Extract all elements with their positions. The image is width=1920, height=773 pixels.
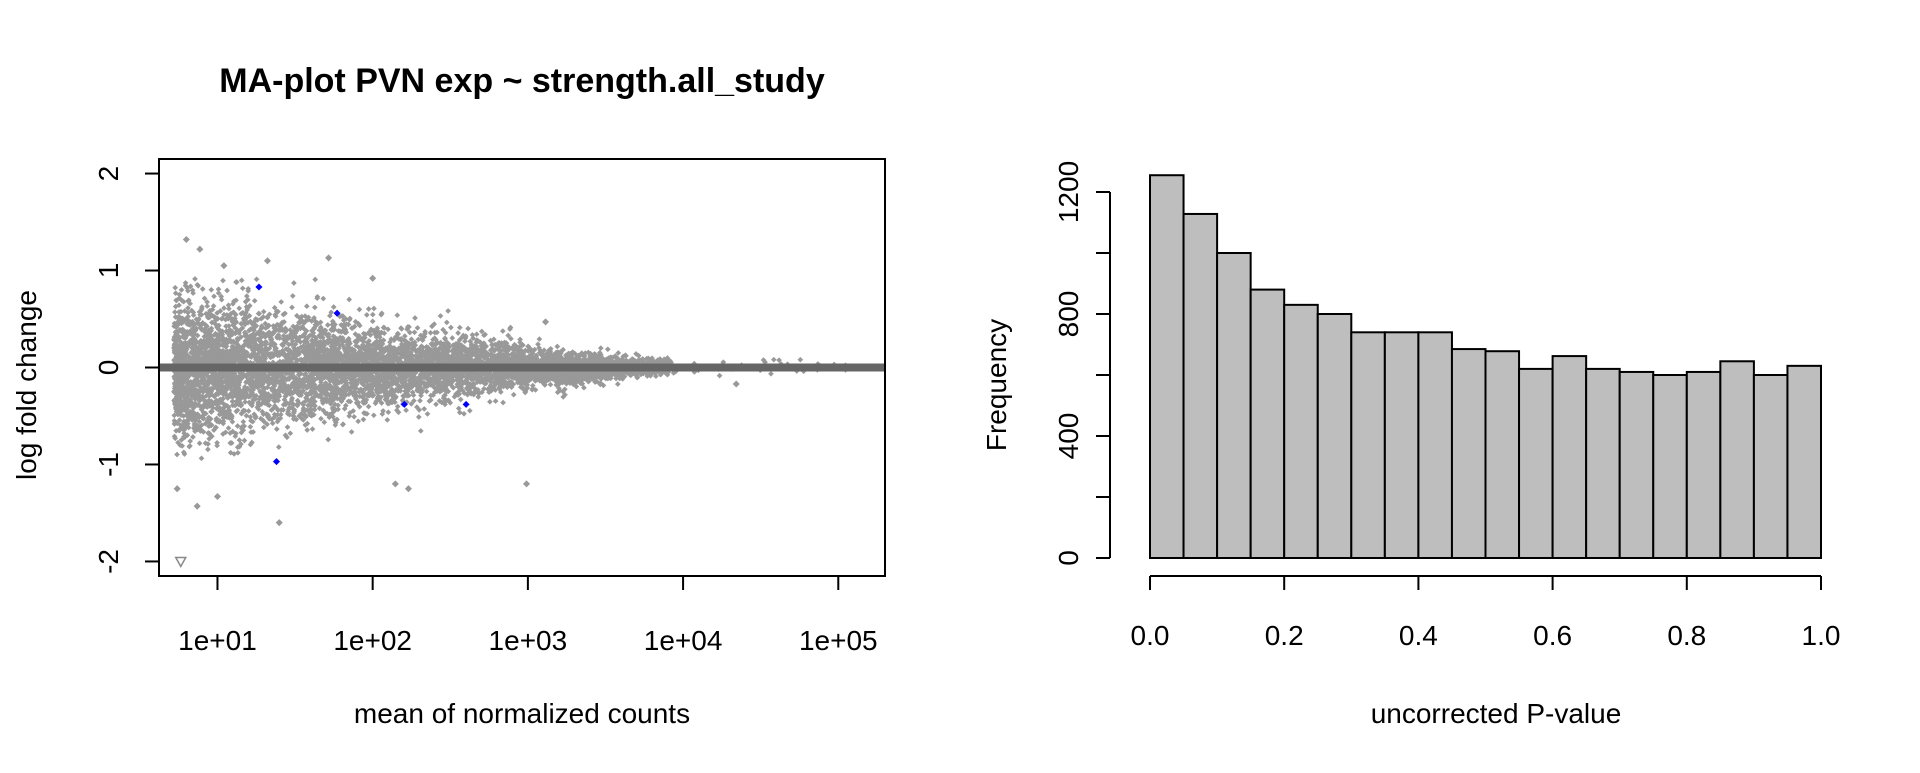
ma-point: [224, 287, 230, 294]
ma-point: [274, 418, 281, 425]
ma-point: [449, 335, 456, 341]
ma-point: [208, 286, 215, 293]
ma-point: [275, 444, 282, 450]
ma-point: [247, 423, 254, 430]
ma-point: [238, 277, 245, 284]
ma-point: [456, 409, 463, 416]
ma-point: [251, 297, 258, 304]
ma-point: [492, 398, 499, 404]
ma-point: [324, 322, 331, 328]
ma-point: [204, 303, 211, 309]
ma-point: [330, 304, 337, 310]
ma-point: [384, 417, 391, 423]
ma-point: [238, 320, 244, 327]
ma-point: [500, 399, 506, 406]
ma-point: [547, 381, 554, 388]
ma-point: [320, 295, 327, 302]
ma-point: [260, 424, 267, 431]
ma-point: [385, 409, 392, 416]
ma-point: [287, 430, 294, 437]
ma-point: [508, 335, 514, 342]
ma-point: [411, 329, 418, 336]
ma-point: [255, 310, 262, 317]
ma-point: [369, 318, 376, 325]
ma-point: [205, 446, 211, 453]
ma-point: [427, 329, 434, 336]
ma-point: [172, 284, 179, 291]
ma-point: [192, 276, 198, 282]
ma-point: [614, 381, 621, 387]
ma-point: [355, 418, 362, 425]
ma-plot-title: MA-plot PVN exp ~ strength.all_study: [219, 62, 825, 100]
ma-point: [406, 329, 413, 336]
ma-point: [289, 395, 295, 402]
ma-point: [312, 276, 319, 283]
ma-point: [431, 389, 438, 396]
ma-point: [278, 299, 285, 305]
ma-point: [360, 416, 367, 423]
ma-point: [403, 407, 409, 414]
ma-point: [311, 304, 318, 311]
ma-point: [505, 332, 512, 339]
ma-point: [487, 398, 493, 405]
ma-point: [524, 382, 531, 388]
ma-point: [517, 336, 523, 343]
ma-point: [529, 382, 536, 389]
ma-point: [309, 426, 316, 432]
ma-point: [363, 312, 370, 318]
ma-point: [290, 323, 297, 330]
ma-point: [437, 313, 444, 319]
ma-point: [304, 427, 311, 433]
ma-plot-y-axis-label: log fold change: [11, 290, 42, 480]
ma-plot-x-axis-label: mean of normalized counts: [354, 698, 690, 729]
ma-point: [348, 429, 355, 435]
ma-point: [562, 391, 568, 398]
ma-point: [289, 293, 296, 299]
ma-point: [190, 434, 196, 440]
ma-point: [597, 345, 604, 351]
ma-point: [220, 277, 226, 284]
ma-point-cloud: [171, 235, 849, 527]
ma-point: [287, 327, 294, 333]
ma-point: [351, 413, 357, 420]
ma-point: [303, 303, 310, 310]
ma-point: [424, 411, 431, 417]
ma-point: [604, 346, 611, 353]
ma-point: [365, 306, 372, 312]
ma-point: [273, 426, 280, 432]
ma-point: [371, 305, 377, 312]
ma-point: [291, 280, 297, 286]
ma-point: [423, 388, 430, 395]
ma-point: [236, 305, 243, 312]
ma-point: [225, 302, 232, 309]
ma-point: [497, 389, 504, 395]
ma-point: [211, 293, 217, 300]
ma-point: [346, 296, 353, 303]
ma-plot: MA-plot PVN exp ~ strength.all_study mea…: [11, 62, 886, 729]
ma-point: [245, 408, 252, 414]
ma-point: [318, 415, 324, 422]
ma-point: [289, 304, 295, 311]
ma-point: [284, 424, 291, 430]
ma-point: [321, 419, 328, 426]
ma-point: [394, 312, 401, 319]
ma-point: [225, 425, 232, 431]
ma-point: [421, 406, 428, 412]
ma-point: [456, 324, 463, 331]
ma-point: [554, 343, 561, 350]
ma-point: [241, 437, 248, 444]
ma-point: [365, 403, 372, 410]
ma-point: [461, 410, 467, 417]
ma-point: [473, 331, 480, 338]
